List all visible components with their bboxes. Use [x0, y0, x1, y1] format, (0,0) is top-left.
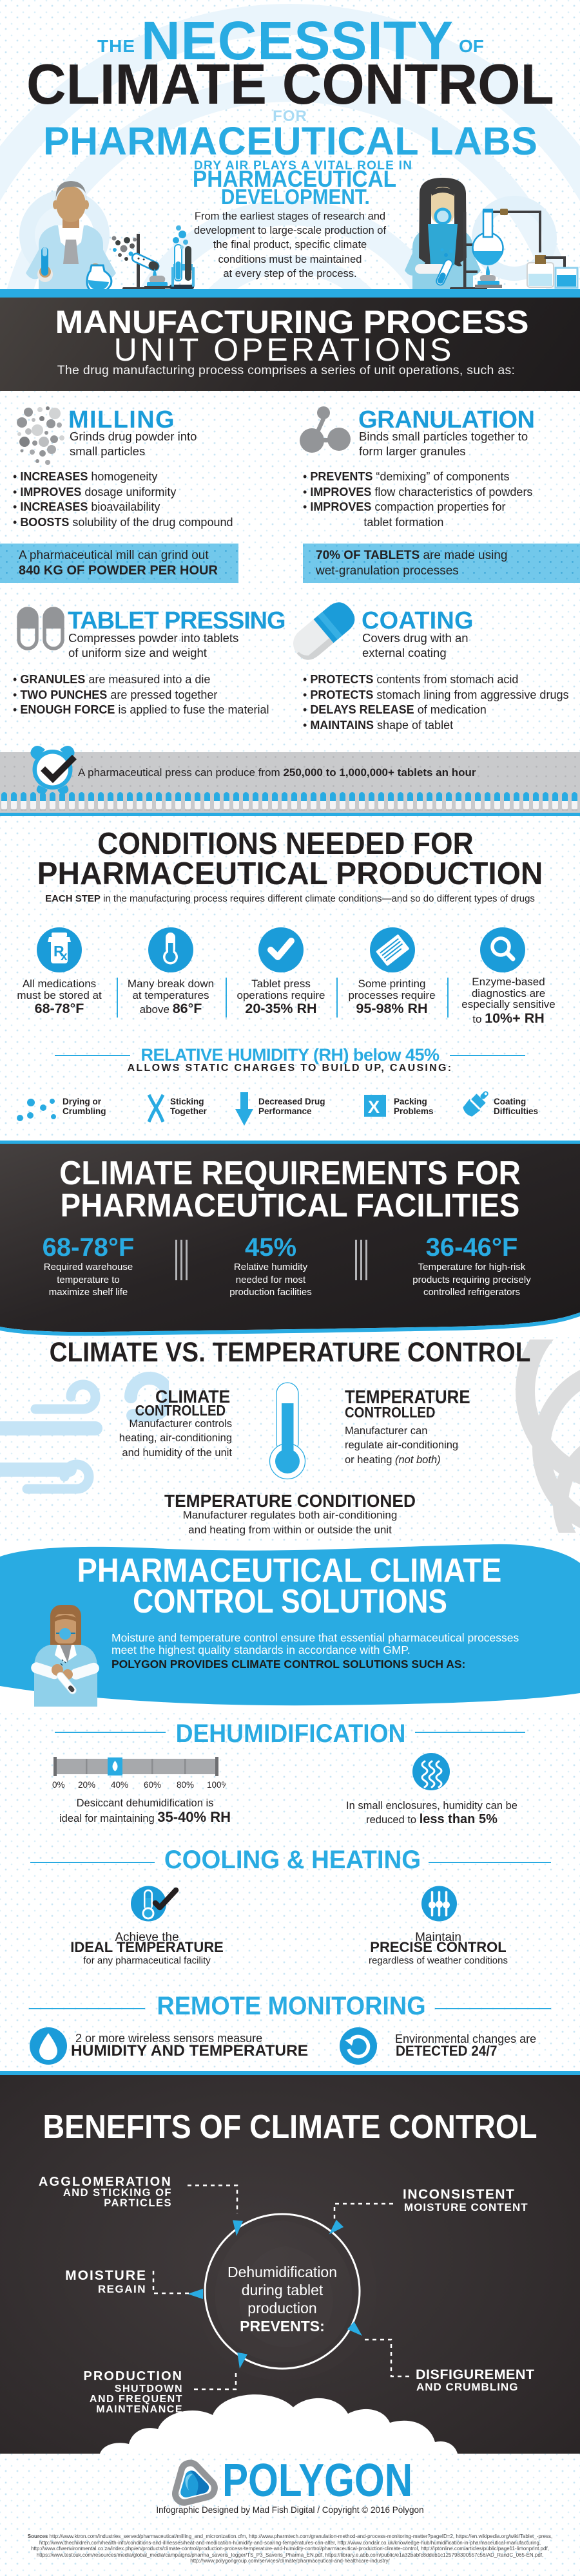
svg-text:X: X [368, 1097, 380, 1117]
svg-text:0%: 0% [52, 1780, 65, 1790]
svg-text:80%: 80% [177, 1780, 194, 1790]
svg-text:R: R [53, 943, 64, 960]
svg-text:x: x [61, 950, 68, 963]
svg-text:20%: 20% [78, 1780, 95, 1790]
svg-text:60%: 60% [144, 1780, 161, 1790]
svg-text:100%: 100% [207, 1780, 226, 1790]
svg-text:40%: 40% [111, 1780, 128, 1790]
